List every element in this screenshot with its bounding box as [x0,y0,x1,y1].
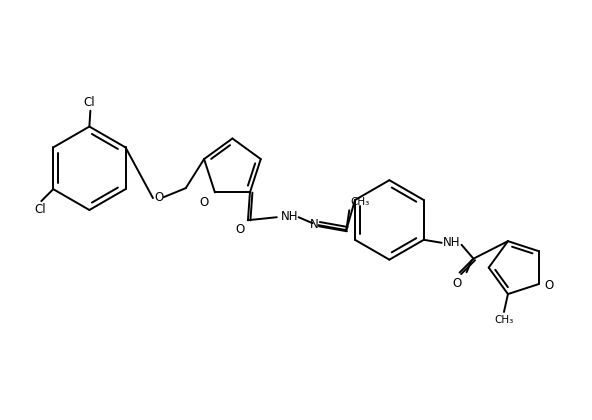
Text: NH: NH [443,236,461,249]
Text: O: O [544,279,554,292]
Text: Cl: Cl [34,203,46,216]
Text: N: N [310,218,319,231]
Text: O: O [236,223,244,236]
Text: Cl: Cl [83,96,95,109]
Text: CH₃: CH₃ [350,197,369,207]
Text: NH: NH [281,210,298,223]
Text: CH₃: CH₃ [494,315,514,325]
Text: O: O [200,197,209,209]
Text: O: O [155,191,163,204]
Text: O: O [452,276,461,289]
